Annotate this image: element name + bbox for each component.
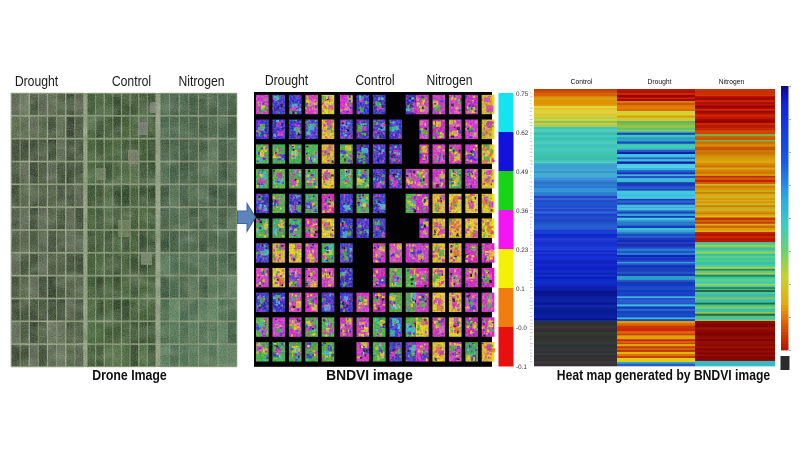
svg-text:0.23: 0.23 (516, 247, 529, 254)
svg-text:-0.0: -0.0 (516, 325, 527, 332)
svg-text:0.36: 0.36 (516, 208, 529, 215)
svg-text:-0.1: -0.1 (516, 364, 527, 371)
svg-text:0.75: 0.75 (516, 91, 529, 98)
svg-text:0.1: 0.1 (516, 286, 525, 293)
svg-text:0.62: 0.62 (516, 130, 529, 137)
svg-text:0.49: 0.49 (516, 169, 529, 176)
